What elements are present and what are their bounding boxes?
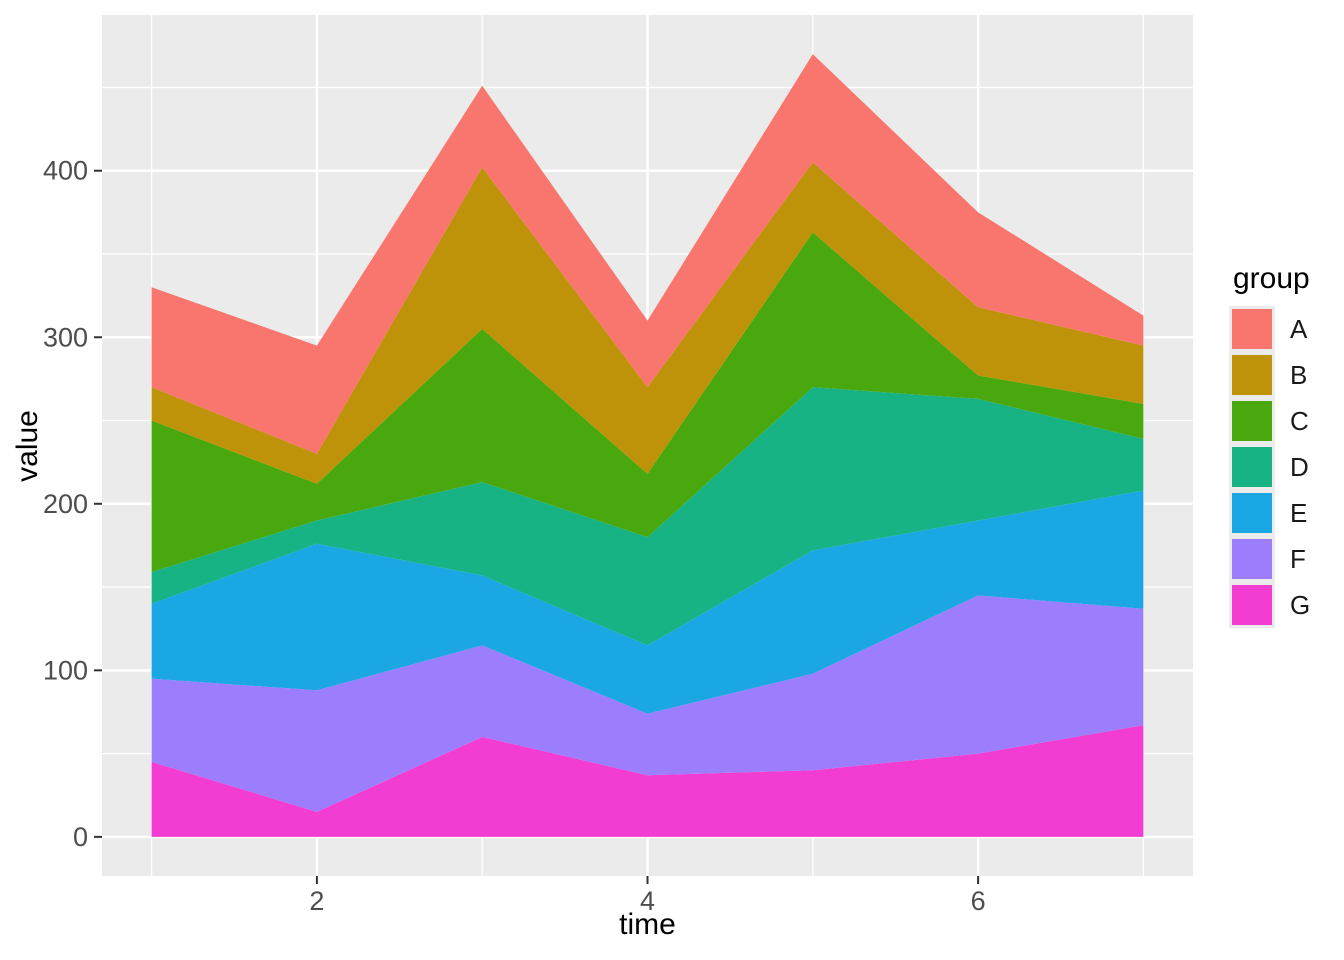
legend-key [1229, 398, 1275, 444]
legend-swatch-D [1232, 447, 1272, 487]
x-tick-label: 2 [309, 886, 324, 916]
legend-swatch-F [1232, 539, 1272, 579]
area-series-F [151, 595, 1144, 812]
legend-title: group [1233, 262, 1310, 295]
area-series-D [151, 387, 1144, 646]
legend-key [1229, 582, 1275, 628]
legend-label: C [1290, 405, 1309, 436]
legend-entry-D: D [1229, 444, 1310, 490]
x-axis-title: time [619, 908, 676, 941]
legend-key [1229, 490, 1275, 536]
x-tick-label: 6 [971, 886, 986, 916]
legend-label: D [1290, 451, 1309, 482]
legend-label: F [1290, 543, 1306, 574]
legend-swatch-B [1232, 355, 1272, 395]
y-tick-label: 200 [43, 489, 88, 519]
legend-label: A [1290, 313, 1308, 344]
legend-key [1229, 444, 1275, 490]
y-tick-label: 100 [43, 655, 88, 685]
legend-key [1229, 306, 1275, 352]
legend-label: B [1290, 359, 1308, 390]
legend-swatch-E [1232, 493, 1272, 533]
legend-swatch-A [1232, 309, 1272, 349]
legend-key [1229, 536, 1275, 582]
y-tick-label: 300 [43, 322, 88, 352]
legend-entry-C: C [1229, 398, 1310, 444]
legend-key [1229, 352, 1275, 398]
area-series-C [151, 232, 1144, 573]
legend-label: E [1290, 497, 1308, 528]
legend-entry-A: A [1229, 306, 1310, 352]
area-series-A [151, 54, 1144, 454]
legend-entry-E: E [1229, 490, 1310, 536]
legend-entry-B: B [1229, 352, 1310, 398]
y-tick-label: 0 [73, 822, 88, 852]
area-series-B [151, 162, 1144, 484]
legend-label: G [1290, 589, 1311, 620]
y-tick-label: 400 [43, 156, 88, 186]
area-series-E [151, 490, 1144, 714]
x-tick-label: 4 [640, 886, 655, 916]
y-axis-title: value [11, 410, 44, 482]
legend-entry-F: F [1229, 536, 1310, 582]
area-series-G [151, 725, 1144, 837]
legend-swatch-G [1232, 585, 1272, 625]
legend-swatch-C [1232, 401, 1272, 441]
legend-entry-G: G [1229, 582, 1310, 628]
